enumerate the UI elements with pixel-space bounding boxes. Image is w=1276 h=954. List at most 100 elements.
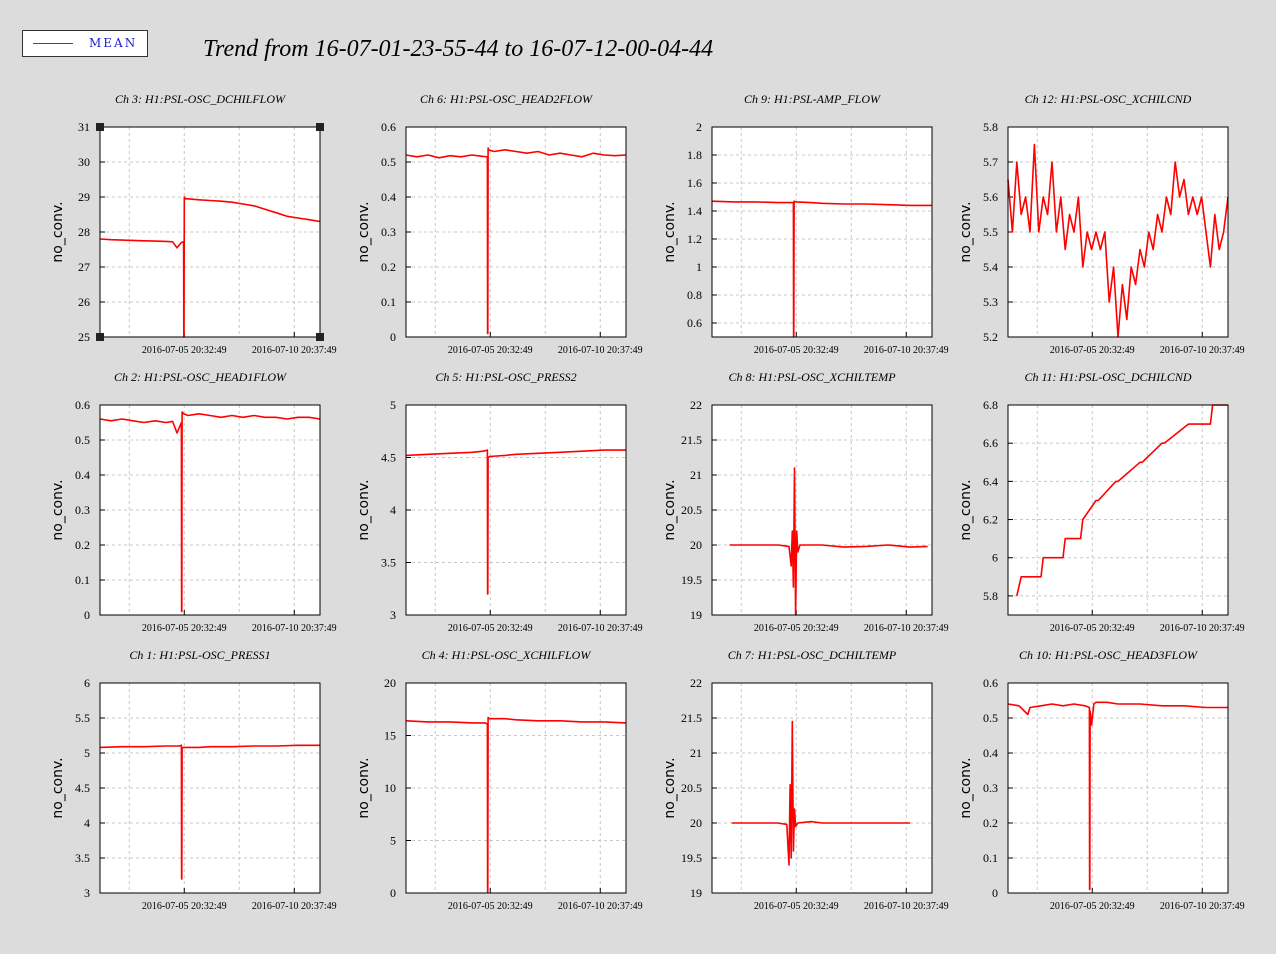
chart-title: Ch 4: H1:PSL-OSC_XCHILFLOW [422, 648, 592, 662]
y-tick-label: 0.3 [983, 781, 998, 795]
chart-title: Ch 2: H1:PSL-OSC_HEAD1FLOW [114, 370, 287, 384]
x-tick-label: 2016-07-05 20:32:49 [754, 345, 839, 356]
y-tick-label: 3 [84, 886, 90, 900]
y-tick-label: 1.4 [687, 204, 702, 218]
selection-handle [316, 333, 324, 341]
chart-title: Ch 9: H1:PSL-AMP_FLOW [744, 92, 881, 106]
chart-panel: 0 0.1 0.2 0.3 0.4 0.5 0.6 2016-07-05 20:32:49 20… [958, 648, 1245, 912]
y-tick-label: 21.5 [681, 711, 702, 725]
series-line [99, 411, 321, 613]
y-tick-label: 0 [84, 608, 90, 622]
y-tick-label: 1.2 [687, 232, 702, 246]
y-tick-label: 5.3 [983, 295, 998, 309]
y-tick-label: 0.2 [381, 260, 396, 274]
plot-frame [99, 404, 321, 616]
series-line [405, 716, 627, 893]
plot-frame [1007, 126, 1229, 338]
chart-panel: 0.6 0.8 1 1.2 1.4 1.6 1.8 2 2016-07-05 20:32:49 2… [662, 92, 949, 356]
chart-title: Ch 7: H1:PSL-OSC_DCHILTEMP [728, 648, 897, 662]
y-tick-label: 5.6 [983, 190, 998, 204]
y-tick-label: 6.4 [983, 474, 998, 488]
y-tick-label: 0.2 [983, 816, 998, 830]
y-tick-label: 0.6 [75, 398, 90, 412]
x-tick-label: 2016-07-10 20:37:49 [558, 623, 643, 634]
chart-panel: 0 5 10 15 20 2016-07-05 20:32:49 2016-07-10 20… [356, 648, 643, 912]
legend-label: MEAN [89, 36, 138, 50]
y-tick-label: 6.6 [983, 436, 998, 450]
x-tick-label: 2016-07-10 20:37:49 [864, 345, 949, 356]
plot-frame [405, 682, 627, 894]
y-tick-label: 0.4 [983, 746, 998, 760]
x-tick-label: 2016-07-05 20:32:49 [754, 623, 839, 634]
y-tick-label: 6.8 [983, 398, 998, 412]
y-tick-label: 0.6 [381, 120, 396, 134]
chart-title: Ch 11: H1:PSL-OSC_DCHILCND [1024, 370, 1191, 384]
y-tick-label: 1 [696, 260, 702, 274]
y-tick-label: 6 [992, 551, 998, 565]
y-tick-label: 0.2 [75, 538, 90, 552]
x-tick-label: 2016-07-05 20:32:49 [754, 901, 839, 912]
plot-frame [99, 126, 321, 338]
y-tick-label: 30 [78, 155, 90, 169]
y-tick-label: 31 [78, 120, 90, 134]
y-axis-label: no_conv. [356, 757, 372, 818]
chart-panel: 19 19.5 20 20.5 21 21.5 22 2016-07-05 20:32:49 2… [662, 370, 949, 634]
x-tick-label: 2016-07-05 20:32:49 [142, 345, 227, 356]
y-tick-label: 0.3 [381, 225, 396, 239]
x-tick-label: 2016-07-10 20:37:49 [252, 901, 337, 912]
chart-panel: 0 0.1 0.2 0.3 0.4 0.5 0.6 2016-07-05 20:32:49 20… [356, 92, 643, 356]
y-tick-label: 4 [84, 816, 90, 830]
y-axis-label: no_conv. [958, 757, 974, 818]
y-axis-label: no_conv. [662, 757, 678, 818]
plot-frame [1007, 404, 1229, 616]
y-tick-label: 5.7 [983, 155, 998, 169]
series-line [405, 147, 627, 335]
y-tick-label: 5 [390, 398, 396, 412]
y-tick-label: 19 [690, 886, 702, 900]
series-line [1016, 404, 1228, 597]
y-tick-label: 0 [992, 886, 998, 900]
x-tick-label: 2016-07-05 20:32:49 [448, 623, 533, 634]
selection-handle [96, 123, 104, 131]
chart-title: Ch 10: H1:PSL-OSC_HEAD3FLOW [1019, 648, 1198, 662]
y-tick-label: 0.6 [983, 676, 998, 690]
x-tick-label: 2016-07-10 20:37:49 [252, 623, 337, 634]
y-tick-label: 28 [78, 225, 90, 239]
y-tick-label: 5.4 [983, 260, 998, 274]
y-tick-label: 25 [78, 330, 90, 344]
x-tick-label: 2016-07-05 20:32:49 [1050, 345, 1135, 356]
chart-title: Ch 3: H1:PSL-OSC_DCHILFLOW [115, 92, 286, 106]
y-tick-label: 15 [384, 729, 396, 743]
series-line [729, 467, 928, 616]
selection-handle [316, 123, 324, 131]
y-tick-label: 3 [390, 608, 396, 622]
y-tick-label: 21.5 [681, 433, 702, 447]
y-tick-label: 1.6 [687, 176, 702, 190]
chart-panel: 5.8 6 6.2 6.4 6.6 6.8 2016-07-05 20:32:49 2016-… [958, 370, 1245, 634]
x-tick-label: 2016-07-10 20:37:49 [558, 901, 643, 912]
x-tick-label: 2016-07-10 20:37:49 [864, 901, 949, 912]
y-tick-label: 21 [690, 468, 702, 482]
x-tick-label: 2016-07-05 20:32:49 [142, 901, 227, 912]
plot-frame [99, 682, 321, 894]
plot-area [1008, 405, 1228, 615]
y-tick-label: 27 [78, 260, 90, 274]
plot-frame [405, 404, 627, 616]
chart-title: Ch 6: H1:PSL-OSC_HEAD2FLOW [420, 92, 593, 106]
series-line [99, 196, 321, 338]
y-tick-label: 20 [384, 676, 396, 690]
y-tick-label: 4.5 [75, 781, 90, 795]
x-tick-label: 2016-07-10 20:37:49 [252, 345, 337, 356]
chart-title: Ch 1: H1:PSL-OSC_PRESS1 [129, 648, 270, 662]
x-tick-label: 2016-07-05 20:32:49 [142, 623, 227, 634]
y-tick-label: 19.5 [681, 851, 702, 865]
series-line [711, 200, 932, 338]
chart-title: Ch 8: H1:PSL-OSC_XCHILTEMP [728, 370, 896, 384]
y-tick-label: 0 [390, 330, 396, 344]
y-tick-label: 4 [390, 503, 396, 517]
y-tick-label: 0.3 [75, 503, 90, 517]
plot-frame [1007, 682, 1229, 894]
y-axis-label: no_conv. [50, 201, 66, 262]
y-tick-label: 3.5 [75, 851, 90, 865]
